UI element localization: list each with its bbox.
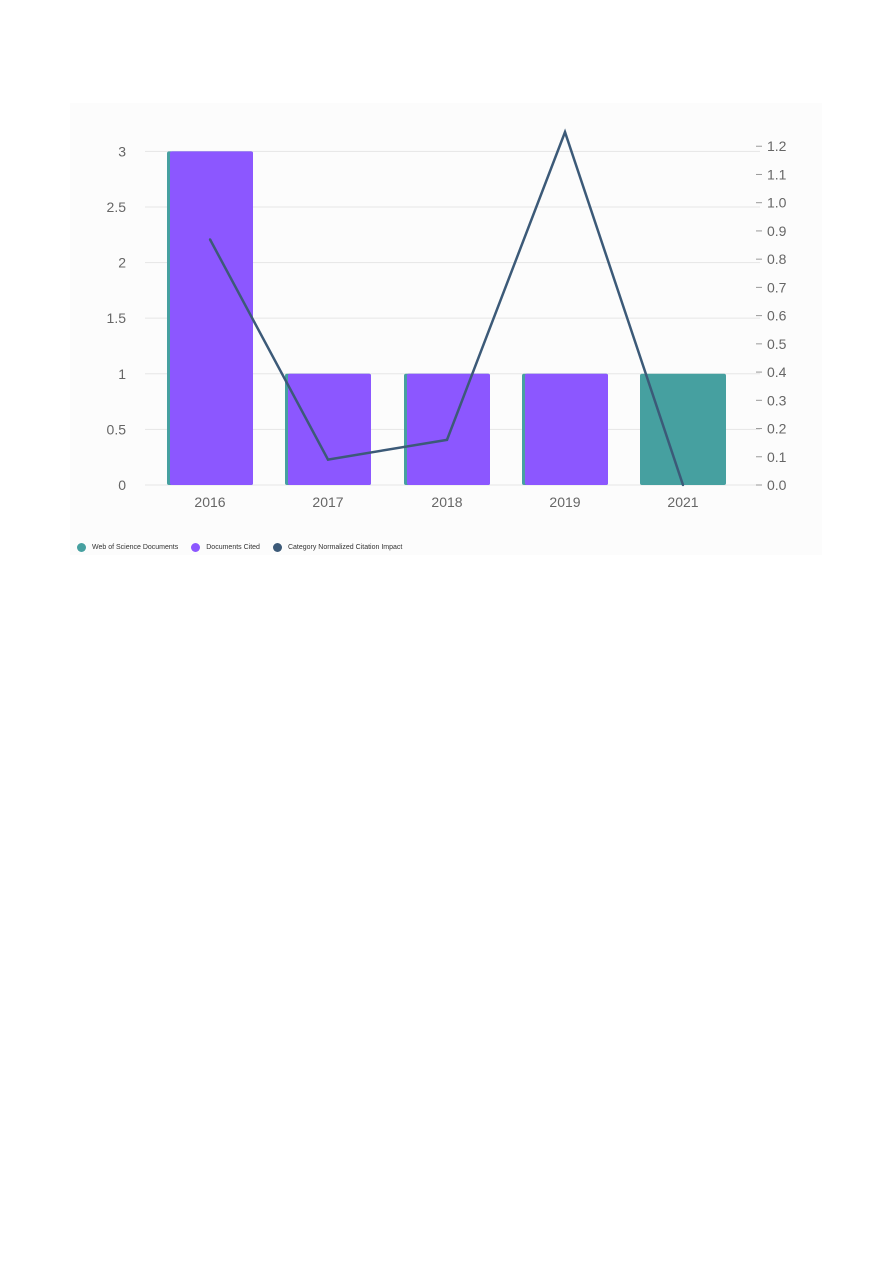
- y-left-tick-label: 2: [118, 255, 126, 271]
- y-left-tick-label: 3: [118, 143, 126, 159]
- legend-label: Category Normalized Citation Impact: [287, 544, 403, 551]
- y-left-tick-label: 2.5: [107, 199, 127, 215]
- y-right-tick-label: 0.6: [767, 308, 787, 324]
- chart-panel: 0 0.5 1 1.5 2 2.5 3 0.0 0.1 0.2 0.3 0.4 0.5 0.6 0.7 0.8…: [70, 103, 822, 555]
- x-tick-label: 2018: [431, 494, 462, 510]
- y-right-tick-label: 0.3: [767, 392, 787, 408]
- bar-documents-cited: [525, 373, 608, 485]
- line-point: [445, 438, 449, 442]
- line-point: [326, 458, 330, 461]
- y-right-tick-label: 0.4: [767, 364, 787, 380]
- legend-swatch: [77, 543, 86, 552]
- line-point: [563, 130, 567, 134]
- y-left-tick-label: 0.5: [107, 421, 127, 437]
- y-right-tick-label: 1.1: [767, 166, 787, 182]
- legend-label: Documents Cited: [206, 544, 260, 551]
- line-point: [208, 238, 212, 241]
- y-right-tick-label: 0.1: [767, 449, 787, 465]
- legend-item-wos-documents[interactable]: Web of Science Documents: [77, 543, 178, 552]
- bar-documents-cited: [288, 373, 371, 485]
- y-left-tick-label: 1: [118, 366, 126, 382]
- x-tick-label: 2021: [667, 494, 698, 510]
- legend-swatch: [191, 543, 201, 552]
- legend-swatch: [272, 543, 282, 552]
- y-right-tick-label: 0.8: [767, 251, 787, 267]
- y-right-tick-label: 0.5: [767, 336, 787, 352]
- x-tick-label: 2017: [312, 494, 343, 510]
- legend-item-cnci[interactable]: Category Normalized Citation Impact: [272, 543, 403, 552]
- x-tick-label: 2016: [194, 494, 225, 510]
- y-right-tick-label: 1.2: [767, 138, 787, 154]
- combo-chart: 0 0.5 1 1.5 2 2.5 3 0.0 0.1 0.2 0.3 0.4 0.5 0.6 0.7 0.8…: [107, 128, 787, 510]
- bar-documents-cited: [407, 373, 490, 485]
- y-left-tick-label: 1.5: [107, 310, 127, 326]
- x-tick-label: 2019: [549, 494, 580, 510]
- y-right-tick-label: 0.2: [767, 421, 787, 437]
- legend-item-documents-cited[interactable]: Documents Cited: [191, 543, 260, 552]
- bar-documents-cited: [170, 151, 253, 485]
- legend-label: Web of Science Documents: [92, 544, 179, 551]
- line-point: [681, 483, 685, 487]
- legend: Web of Science Documents Documents Cited…: [77, 543, 415, 552]
- y-left-tick-label: 0: [118, 477, 126, 493]
- y-right-tick-label: 0.0: [767, 477, 787, 493]
- y-right-tick-label: 0.7: [767, 279, 787, 295]
- y-right-tick-label: 1.0: [767, 195, 787, 211]
- y-right-tick-label: 0.9: [767, 223, 787, 239]
- bar-web-of-science-documents: [640, 373, 726, 485]
